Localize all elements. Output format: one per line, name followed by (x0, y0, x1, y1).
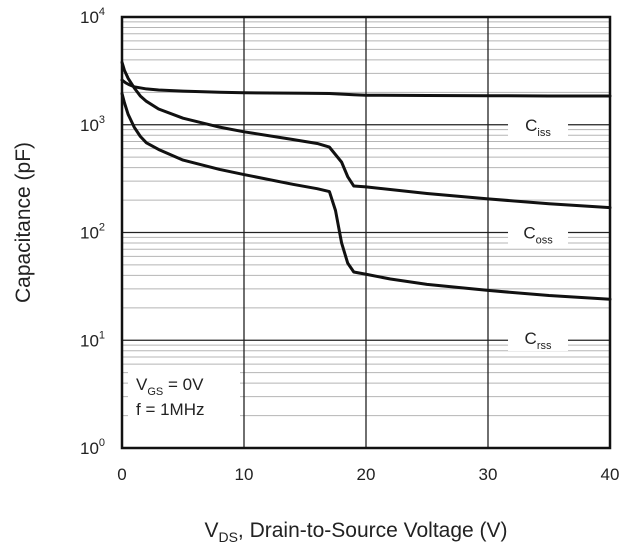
condition-1: VGS = 0V (136, 375, 204, 398)
series-label-ciss-main: C (525, 116, 537, 135)
x-tick-labels: 0 10 20 30 40 (117, 465, 619, 484)
series-line-crss (120, 92, 612, 301)
series-line-coss (120, 60, 612, 210)
y-tick-label: 101 (80, 329, 105, 350)
series-label-coss-main: C (523, 224, 535, 243)
x-tick-label: 30 (479, 465, 498, 484)
series-label-bg (508, 324, 569, 351)
axis-labels: VDS, Drain-to-Source Voltage (V)Capacita… (12, 142, 508, 545)
conditions-bg (128, 370, 240, 422)
series-label-coss: Coss (523, 224, 553, 247)
y-tick-base: 10 (80, 116, 99, 135)
y-tick-label: 104 (80, 6, 105, 27)
x-tick-label: 10 (235, 465, 254, 484)
condition-1-sub: GS (147, 386, 163, 398)
test-conditions: VGS = 0V f = 1MHz (128, 370, 240, 422)
y-tick-base: 10 (80, 224, 99, 243)
x-tick-label: 0 (117, 465, 126, 484)
y-tick-exp: 1 (99, 329, 105, 341)
series-label-ciss: Ciss (525, 116, 551, 139)
x-axis-label-rest: , Drain-to-Source Voltage (V) (238, 519, 508, 542)
series-label-bg (508, 219, 569, 246)
x-axis-label-sub: DS (218, 529, 237, 545)
y-tick-exp: 3 (99, 114, 105, 126)
condition-1-main: V (136, 375, 148, 394)
condition-2: f = 1MHz (136, 400, 205, 419)
x-axis-label: VDS, Drain-to-Source Voltage (V) (204, 519, 507, 545)
condition-1-rest: = 0V (163, 375, 204, 394)
y-tick-label: 100 (80, 437, 105, 458)
x-tick-label: 40 (601, 465, 620, 484)
y-axis-label: Capacitance (pF) (12, 142, 35, 303)
y-tick-label: 103 (80, 114, 105, 135)
y-tick-base: 10 (80, 331, 99, 350)
series-label-ciss-sub: iss (537, 127, 551, 139)
series-label-crss-main: C (525, 329, 537, 348)
y-tick-base: 10 (80, 8, 99, 27)
x-axis-label-main: V (204, 519, 218, 542)
condition-2-main: f = 1MHz (136, 400, 205, 419)
y-tick-label: 102 (80, 222, 105, 243)
series-label-bg (508, 111, 569, 138)
series-label-coss-sub: oss (536, 235, 554, 247)
y-tick-base: 10 (80, 439, 99, 458)
series-label-crss: Crss (525, 329, 552, 352)
y-tick-exp: 2 (99, 222, 105, 234)
series-label-crss-sub: rss (537, 340, 552, 352)
plot-frame (120, 15, 612, 450)
y-tick-exp: 4 (99, 6, 105, 18)
x-tick-label: 20 (357, 465, 376, 484)
y-tick-exp: 0 (99, 437, 105, 449)
series-layer (120, 60, 612, 301)
